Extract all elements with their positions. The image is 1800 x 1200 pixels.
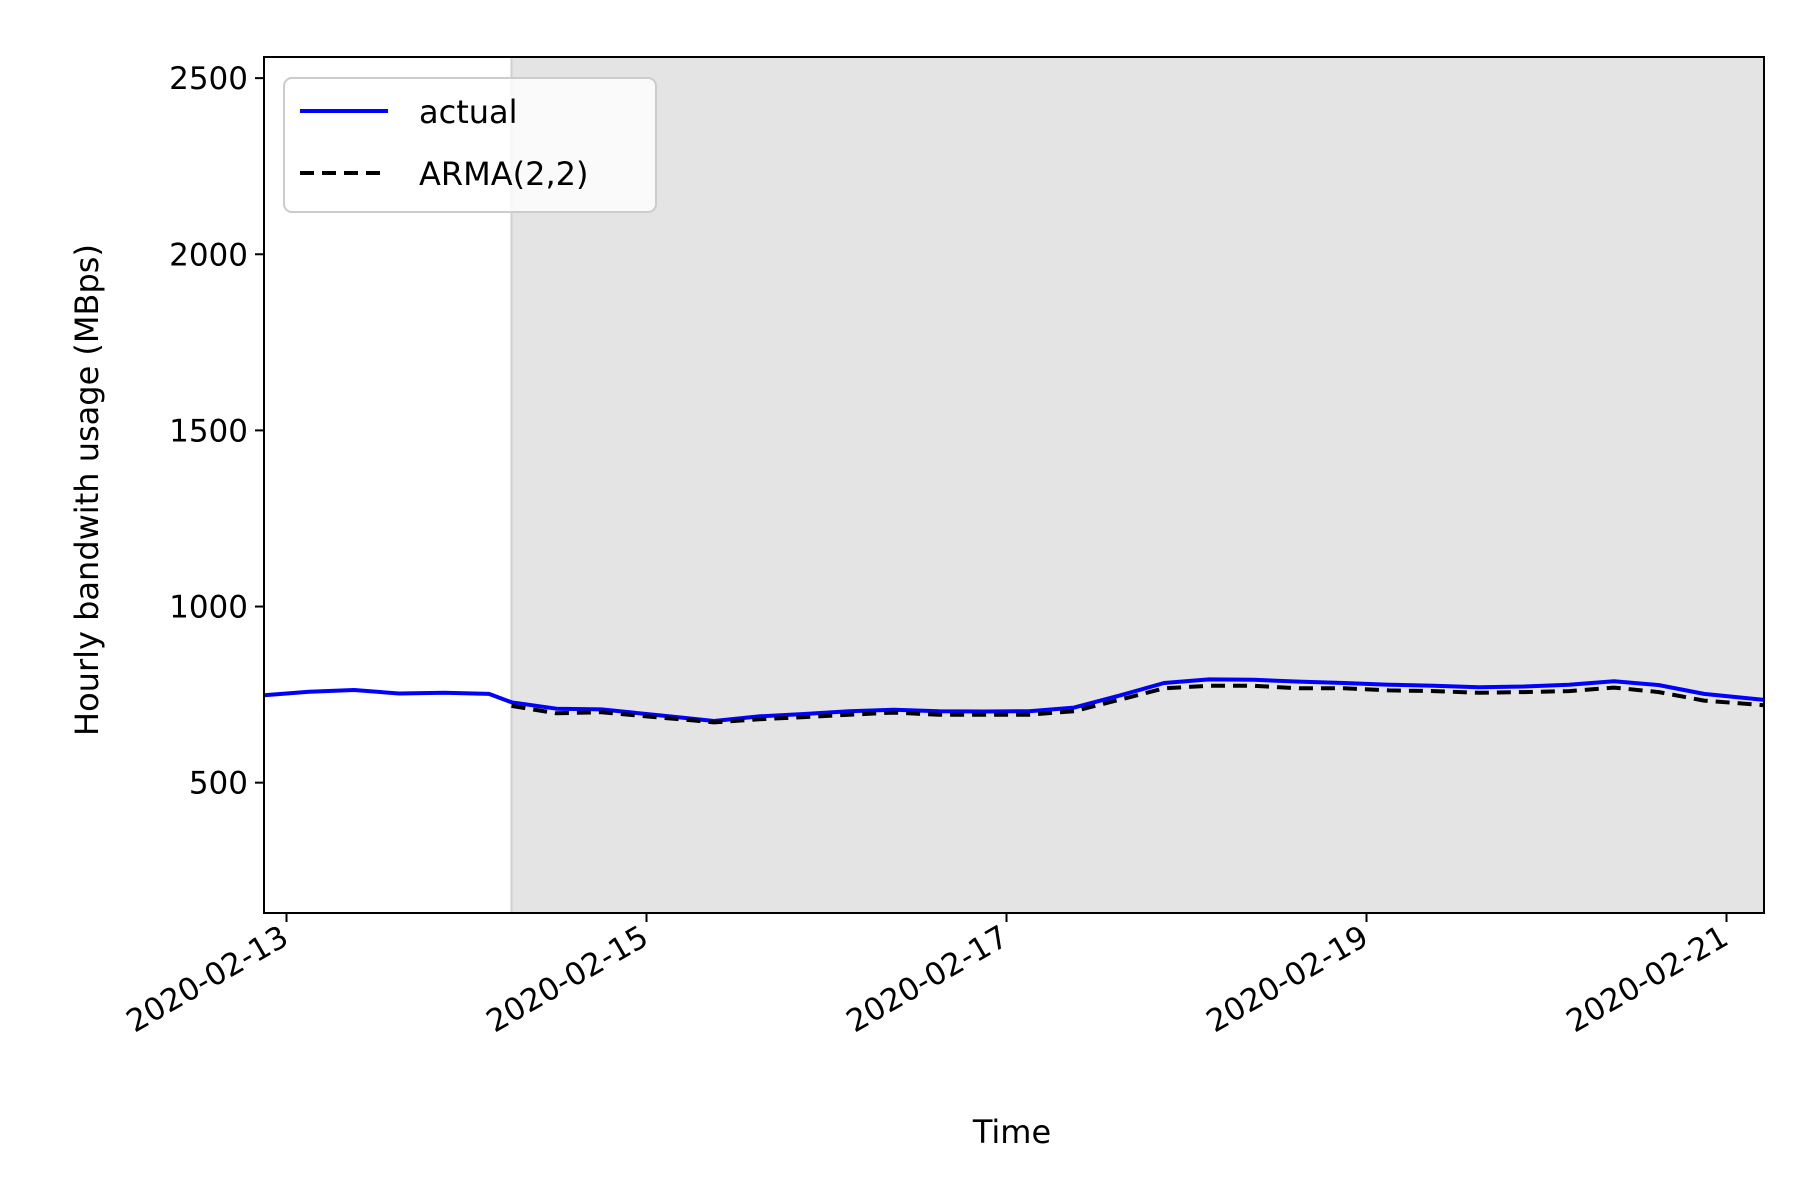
legend[interactable]: actual ARMA(2,2) [283,77,657,213]
legend-label-actual: actual [419,93,518,131]
y-tick-label: 2000 [169,237,248,273]
y-tick-label: 1000 [169,590,248,626]
y-tick-label: 500 [189,766,248,802]
series-line-actual [263,677,1765,723]
legend-label-arma: ARMA(2,2) [419,155,588,193]
forecast-shaded-region [511,57,1764,913]
y-tick-label: 1500 [169,413,248,449]
plot-area-frame [263,56,1765,914]
x-axis-label: Time [972,1113,1051,1151]
series-layer [263,677,1765,725]
y-axis-label: Hourly bandwith usage (MBps) [68,244,106,736]
y-tick-label: 2500 [169,61,248,97]
